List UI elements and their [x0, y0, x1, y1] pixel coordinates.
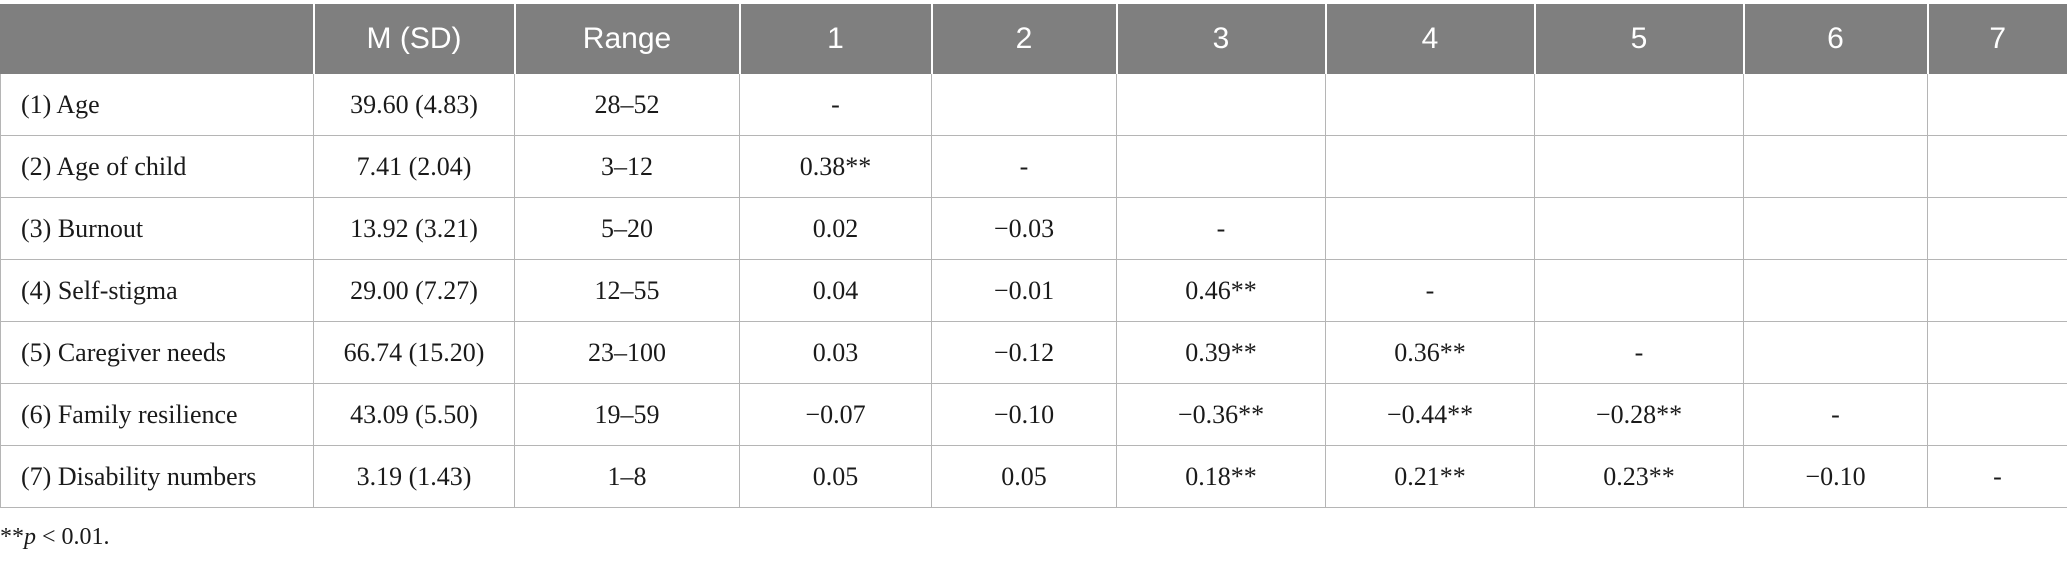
- corr-cell: 0.23**: [1534, 445, 1744, 508]
- header-cell-range: Range: [513, 4, 740, 74]
- corr-cell: [1325, 73, 1535, 136]
- corr-cell: [1116, 135, 1326, 198]
- corr-cell: [1743, 135, 1928, 198]
- row-label: (4) Self-stigma: [0, 259, 314, 322]
- corr-cell: [1927, 135, 2067, 198]
- msd-cell: 13.92 (3.21): [313, 197, 515, 260]
- range-cell: 5–20: [514, 197, 740, 260]
- header-cell-1: 1: [738, 4, 932, 74]
- corr-cell: [931, 73, 1117, 136]
- corr-cell: -: [1325, 259, 1535, 322]
- corr-cell: 0.05: [739, 445, 932, 508]
- row-label: (7) Disability numbers: [0, 445, 314, 508]
- corr-cell: 0.39**: [1116, 321, 1326, 384]
- corr-cell: 0.36**: [1325, 321, 1535, 384]
- corr-cell: [1116, 73, 1326, 136]
- corr-cell: -: [1743, 383, 1928, 446]
- range-cell: 28–52: [514, 73, 740, 136]
- msd-cell: 39.60 (4.83): [313, 73, 515, 136]
- row-label: (2) Age of child: [0, 135, 314, 198]
- corr-cell: −0.36**: [1116, 383, 1326, 446]
- corr-cell: [1743, 259, 1928, 322]
- range-cell: 3–12: [514, 135, 740, 198]
- corr-cell: [1927, 383, 2067, 446]
- corr-cell: [1534, 135, 1744, 198]
- corr-cell: [1927, 73, 2067, 136]
- row-label: (3) Burnout: [0, 197, 314, 260]
- corr-cell: -: [1927, 445, 2067, 508]
- corr-cell: [1927, 321, 2067, 384]
- corr-cell: [1534, 73, 1744, 136]
- header-row: M (SD) Range 1 2 3 4 5 6 7: [0, 4, 2067, 74]
- corr-cell: [1743, 321, 1928, 384]
- msd-cell: 29.00 (7.27): [313, 259, 515, 322]
- header-cell-7: 7: [1926, 4, 2067, 74]
- range-cell: 23–100: [514, 321, 740, 384]
- corr-cell: −0.07: [739, 383, 932, 446]
- corr-cell: 0.03: [739, 321, 932, 384]
- corr-cell: −0.10: [1743, 445, 1928, 508]
- corr-cell: [1534, 259, 1744, 322]
- table-row: (1) Age 39.60 (4.83) 28–52 -: [0, 73, 2067, 136]
- header-cell-3: 3: [1115, 4, 1326, 74]
- corr-cell: [1927, 197, 2067, 260]
- corr-cell: −0.01: [931, 259, 1117, 322]
- header-cell: [0, 4, 314, 74]
- range-cell: 19–59: [514, 383, 740, 446]
- range-cell: 1–8: [514, 445, 740, 508]
- table-row: (5) Caregiver needs 66.74 (15.20) 23–100…: [0, 321, 2067, 384]
- header-cell-6: 6: [1742, 4, 1928, 74]
- row-label: (6) Family resilience: [0, 383, 314, 446]
- row-label: (1) Age: [0, 73, 314, 136]
- header-cell-4: 4: [1324, 4, 1535, 74]
- msd-cell: 7.41 (2.04): [313, 135, 515, 198]
- msd-cell: 66.74 (15.20): [313, 321, 515, 384]
- msd-cell: 43.09 (5.50): [313, 383, 515, 446]
- corr-cell: 0.21**: [1325, 445, 1535, 508]
- corr-cell: 0.18**: [1116, 445, 1326, 508]
- corr-cell: −0.28**: [1534, 383, 1744, 446]
- header-cell-5: 5: [1533, 4, 1744, 74]
- corr-cell: 0.02: [739, 197, 932, 260]
- footnote-stars: **: [0, 524, 24, 550]
- table-row: (3) Burnout 13.92 (3.21) 5–20 0.02 −0.03…: [0, 197, 2067, 260]
- corr-cell: [1927, 259, 2067, 322]
- table-row: (6) Family resilience 43.09 (5.50) 19–59…: [0, 383, 2067, 446]
- table-row: (2) Age of child 7.41 (2.04) 3–12 0.38**…: [0, 135, 2067, 198]
- corr-cell: −0.03: [931, 197, 1117, 260]
- corr-cell: 0.38**: [739, 135, 932, 198]
- corr-cell: [1743, 197, 1928, 260]
- corr-cell: 0.04: [739, 259, 932, 322]
- table-row: (4) Self-stigma 29.00 (7.27) 12–55 0.04 …: [0, 259, 2067, 322]
- corr-cell: −0.10: [931, 383, 1117, 446]
- correlation-table: M (SD) Range 1 2 3 4 5 6 7 (1) Age 39.60…: [0, 4, 2067, 508]
- footnote-p: p: [24, 524, 36, 550]
- footnote-text: < 0.01.: [36, 524, 110, 550]
- corr-cell: [1534, 197, 1744, 260]
- corr-cell: [1325, 197, 1535, 260]
- header-cell-msd: M (SD): [312, 4, 515, 74]
- corr-cell: −0.12: [931, 321, 1117, 384]
- corr-cell: -: [1534, 321, 1744, 384]
- table-footnote: **p < 0.01.: [0, 524, 110, 551]
- msd-cell: 3.19 (1.43): [313, 445, 515, 508]
- corr-cell: -: [931, 135, 1117, 198]
- range-cell: 12–55: [514, 259, 740, 322]
- row-label: (5) Caregiver needs: [0, 321, 314, 384]
- corr-cell: -: [1116, 197, 1326, 260]
- corr-cell: 0.46**: [1116, 259, 1326, 322]
- table-row: (7) Disability numbers 3.19 (1.43) 1–8 0…: [0, 445, 2067, 508]
- header-cell-2: 2: [930, 4, 1117, 74]
- corr-cell: 0.05: [931, 445, 1117, 508]
- corr-cell: -: [739, 73, 932, 136]
- corr-cell: [1743, 73, 1928, 136]
- corr-cell: −0.44**: [1325, 383, 1535, 446]
- corr-cell: [1325, 135, 1535, 198]
